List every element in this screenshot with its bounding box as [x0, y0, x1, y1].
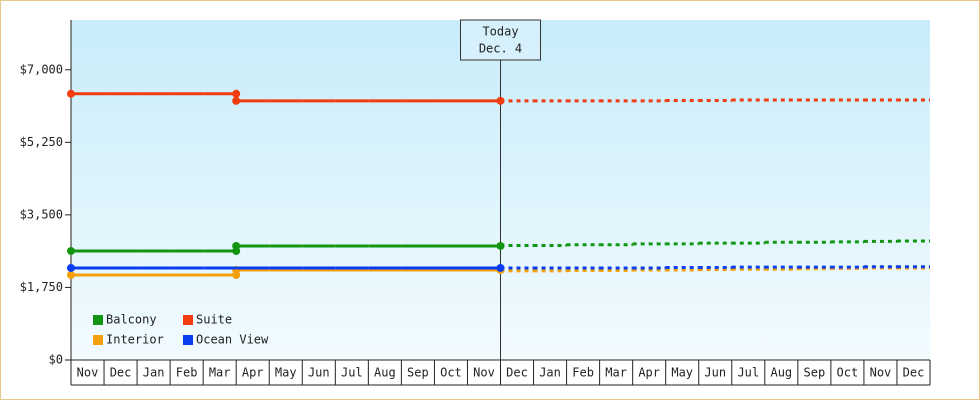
marker	[232, 241, 241, 250]
x-tick-label: Dec	[506, 366, 528, 380]
x-tick-label: Jul	[341, 366, 363, 380]
x-tick-label: Feb	[572, 366, 594, 380]
marker	[232, 96, 241, 105]
marker	[232, 89, 241, 98]
x-tick-label: May	[671, 366, 693, 380]
x-tick-label: Apr	[242, 366, 264, 380]
x-tick-label: Oct	[440, 366, 462, 380]
marker	[67, 271, 75, 279]
x-tick-label: Sep	[407, 366, 429, 380]
x-tick-label: Jan	[143, 366, 165, 380]
y-tick-label: $1,750	[20, 280, 63, 294]
series	[67, 239, 930, 255]
x-tick-label: Jun	[704, 366, 726, 380]
legend-swatch	[183, 315, 193, 325]
x-tick-label: Nov	[473, 366, 495, 380]
y-tick-label: $7,000	[20, 62, 63, 76]
series	[67, 266, 930, 279]
legend-swatch	[93, 315, 103, 325]
y-tick-label: $0	[49, 353, 63, 367]
legend-label: Interior	[106, 333, 164, 347]
legend-label: Balcony	[106, 313, 157, 327]
x-tick-label: Mar	[605, 366, 627, 380]
x-tick-label: Nov	[870, 366, 892, 380]
x-tick-label: Dec	[903, 366, 925, 380]
today-box	[460, 19, 541, 61]
marker	[67, 246, 75, 255]
legend-swatch	[183, 335, 193, 345]
series	[67, 89, 930, 105]
legend-label: Suite	[196, 313, 232, 327]
x-tick-label: Jan	[539, 366, 561, 380]
x-tick-label: Apr	[638, 366, 660, 380]
x-tick-label: Jun	[308, 366, 330, 380]
x-tick-label: Aug	[770, 366, 792, 380]
marker	[496, 241, 505, 250]
today-label: Dec. 4	[479, 42, 522, 56]
x-tick-label: Jul	[737, 366, 759, 380]
x-tick-label: Sep	[804, 366, 826, 380]
marker	[496, 263, 505, 272]
today-label: Today	[482, 25, 518, 39]
x-tick-label: Dec	[110, 366, 132, 380]
series	[67, 263, 930, 272]
marker	[67, 263, 75, 272]
x-tick-label: Oct	[837, 366, 859, 380]
x-tick-label: Aug	[374, 366, 396, 380]
y-tick-label: $5,250	[20, 135, 63, 149]
x-tick-label: Mar	[209, 366, 231, 380]
x-tick-label: Feb	[176, 366, 198, 380]
y-tick-label: $3,500	[20, 207, 63, 221]
x-tick-label: Nov	[77, 366, 99, 380]
legend-label: Ocean View	[196, 333, 269, 347]
legend-swatch	[93, 335, 103, 345]
marker	[496, 96, 505, 105]
marker	[67, 89, 75, 98]
x-tick-label: May	[275, 366, 297, 380]
